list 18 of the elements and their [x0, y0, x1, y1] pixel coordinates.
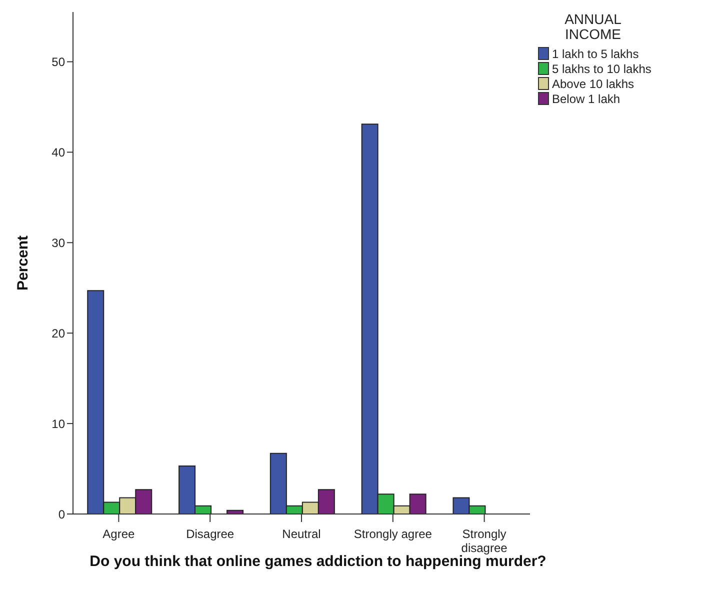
y-axis-title: Percent	[14, 235, 32, 291]
y-tick-label: 30	[52, 236, 66, 250]
x-tick-label: Disagree	[186, 527, 234, 541]
legend-label: 5 lakhs to 10 lakhs	[552, 62, 652, 76]
x-tick-label: Neutral	[282, 527, 321, 541]
y-tick-label: 40	[52, 145, 66, 160]
legend-label: 1 lakh to 5 lakhs	[552, 46, 639, 60]
y-tick-label: 0	[58, 507, 66, 522]
x-tick-label: Agree	[102, 527, 136, 541]
legend-title: ANNUAL INCOME	[564, 11, 622, 42]
x-axis-title: Do you think that online games addiction to happening murder?	[88, 553, 548, 570]
legend-label: Above 10 lakhs	[552, 76, 634, 90]
y-tick-label: 10	[52, 416, 66, 431]
legend-label: Below 1 lakh	[552, 92, 620, 106]
y-tick-label: 50	[52, 55, 66, 70]
x-tick-label: Strongly agree	[354, 527, 432, 541]
y-tick-label: 20	[52, 326, 66, 340]
x-tick-label: Strongly disagree	[461, 527, 508, 555]
